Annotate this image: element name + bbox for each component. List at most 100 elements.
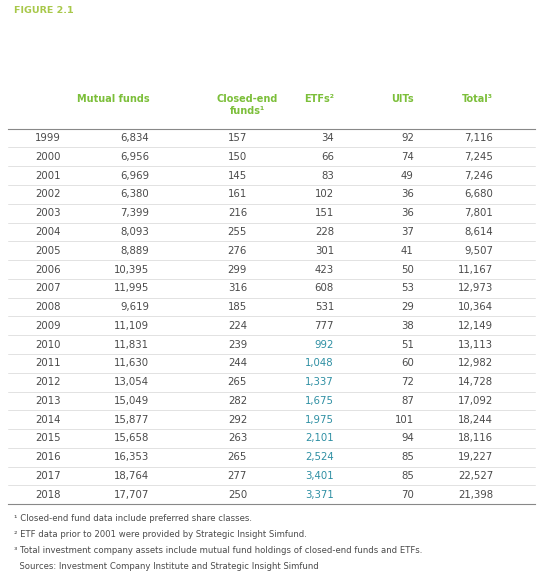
Text: 83: 83 (321, 171, 334, 181)
Text: 299: 299 (228, 265, 247, 274)
Text: 2018: 2018 (35, 490, 61, 500)
Text: 10,364: 10,364 (458, 302, 493, 312)
Text: 6,969: 6,969 (120, 171, 149, 181)
Text: ² ETF data prior to 2001 were provided by Strategic Insight Simfund.: ² ETF data prior to 2001 were provided b… (14, 530, 307, 539)
Text: ETFs²: ETFs² (304, 94, 334, 104)
Text: 15,658: 15,658 (114, 434, 149, 444)
Text: 12,982: 12,982 (458, 358, 493, 368)
Text: 1,675: 1,675 (305, 396, 334, 406)
Text: FIGURE 2.1: FIGURE 2.1 (14, 6, 74, 15)
Text: ³ Total investment company assets include mutual fund holdings of closed-end fun: ³ Total investment company assets includ… (14, 546, 422, 555)
Text: 145: 145 (228, 171, 247, 181)
Text: 2006: 2006 (35, 265, 61, 274)
Text: 18,244: 18,244 (458, 415, 493, 425)
Text: 1,337: 1,337 (305, 377, 334, 387)
Text: 11,831: 11,831 (115, 340, 149, 350)
Text: 94: 94 (401, 434, 414, 444)
Text: 36: 36 (401, 189, 414, 199)
Text: 6,380: 6,380 (121, 189, 149, 199)
Text: 292: 292 (228, 415, 247, 425)
Text: 157: 157 (228, 133, 247, 143)
Text: 2005: 2005 (35, 245, 61, 256)
Text: 316: 316 (228, 283, 247, 294)
Text: 282: 282 (228, 396, 247, 406)
Text: 608: 608 (315, 283, 334, 294)
Text: 224: 224 (228, 321, 247, 331)
Text: 2017: 2017 (35, 471, 61, 481)
Text: 7,246: 7,246 (464, 171, 493, 181)
Text: Billions of dollars, year-end: Billions of dollars, year-end (14, 65, 150, 75)
Text: ¹ Closed-end fund data include preferred share classes.: ¹ Closed-end fund data include preferred… (14, 514, 252, 523)
Text: 7,116: 7,116 (464, 133, 493, 143)
Text: Investment Company Total Net Assets by Type: Investment Company Total Net Assets by T… (14, 31, 360, 45)
Text: 29: 29 (401, 302, 414, 312)
Text: 87: 87 (401, 396, 414, 406)
Text: 11,109: 11,109 (114, 321, 149, 331)
Text: 2016: 2016 (35, 452, 61, 462)
Text: 8,093: 8,093 (121, 227, 149, 237)
Text: Mutual funds: Mutual funds (77, 94, 149, 104)
Text: 38: 38 (401, 321, 414, 331)
Text: 239: 239 (228, 340, 247, 350)
Text: 277: 277 (228, 471, 247, 481)
Text: 18,764: 18,764 (114, 471, 149, 481)
Text: 74: 74 (401, 152, 414, 162)
Text: 12,973: 12,973 (458, 283, 493, 294)
Text: 70: 70 (401, 490, 414, 500)
Text: 21,398: 21,398 (458, 490, 493, 500)
Text: 263: 263 (228, 434, 247, 444)
Text: 18,116: 18,116 (458, 434, 493, 444)
Text: 11,995: 11,995 (114, 283, 149, 294)
Text: 50: 50 (401, 265, 414, 274)
Text: 6,680: 6,680 (464, 189, 493, 199)
Text: 101: 101 (395, 415, 414, 425)
Text: 531: 531 (315, 302, 334, 312)
Text: 228: 228 (315, 227, 334, 237)
Text: 150: 150 (228, 152, 247, 162)
Text: 244: 244 (228, 358, 247, 368)
Text: 2015: 2015 (35, 434, 61, 444)
Text: 41: 41 (401, 245, 414, 256)
Text: 2,101: 2,101 (305, 434, 334, 444)
Text: 276: 276 (228, 245, 247, 256)
Text: 1,975: 1,975 (305, 415, 334, 425)
Text: 36: 36 (401, 208, 414, 218)
Text: 19,227: 19,227 (458, 452, 493, 462)
Text: 777: 777 (314, 321, 334, 331)
Text: 17,092: 17,092 (458, 396, 493, 406)
Text: 37: 37 (401, 227, 414, 237)
Text: 423: 423 (315, 265, 334, 274)
Text: 2013: 2013 (35, 396, 61, 406)
Text: 9,507: 9,507 (464, 245, 493, 256)
Text: 301: 301 (315, 245, 334, 256)
Text: 51: 51 (401, 340, 414, 350)
Text: 2011: 2011 (35, 358, 61, 368)
Text: 2000: 2000 (35, 152, 61, 162)
Text: 34: 34 (321, 133, 334, 143)
Text: Closed-end
funds¹: Closed-end funds¹ (216, 94, 278, 116)
Text: 8,614: 8,614 (464, 227, 493, 237)
Text: 2007: 2007 (35, 283, 61, 294)
Text: 10,395: 10,395 (114, 265, 149, 274)
Text: 16,353: 16,353 (114, 452, 149, 462)
Text: 8,889: 8,889 (121, 245, 149, 256)
Text: 1999: 1999 (35, 133, 61, 143)
Text: 22,527: 22,527 (458, 471, 493, 481)
Text: 85: 85 (401, 452, 414, 462)
Text: 11,630: 11,630 (114, 358, 149, 368)
Text: 265: 265 (228, 377, 247, 387)
Text: 250: 250 (228, 490, 247, 500)
Text: 992: 992 (314, 340, 334, 350)
Text: 14,728: 14,728 (458, 377, 493, 387)
Text: 1,048: 1,048 (305, 358, 334, 368)
Text: Total³: Total³ (462, 94, 493, 104)
Text: 151: 151 (315, 208, 334, 218)
Text: 3,401: 3,401 (305, 471, 334, 481)
Text: 2004: 2004 (35, 227, 61, 237)
Text: 11,167: 11,167 (458, 265, 493, 274)
Text: 17,707: 17,707 (114, 490, 149, 500)
Text: 6,956: 6,956 (120, 152, 149, 162)
Text: 6,834: 6,834 (121, 133, 149, 143)
Text: 92: 92 (401, 133, 414, 143)
Text: 102: 102 (315, 189, 334, 199)
